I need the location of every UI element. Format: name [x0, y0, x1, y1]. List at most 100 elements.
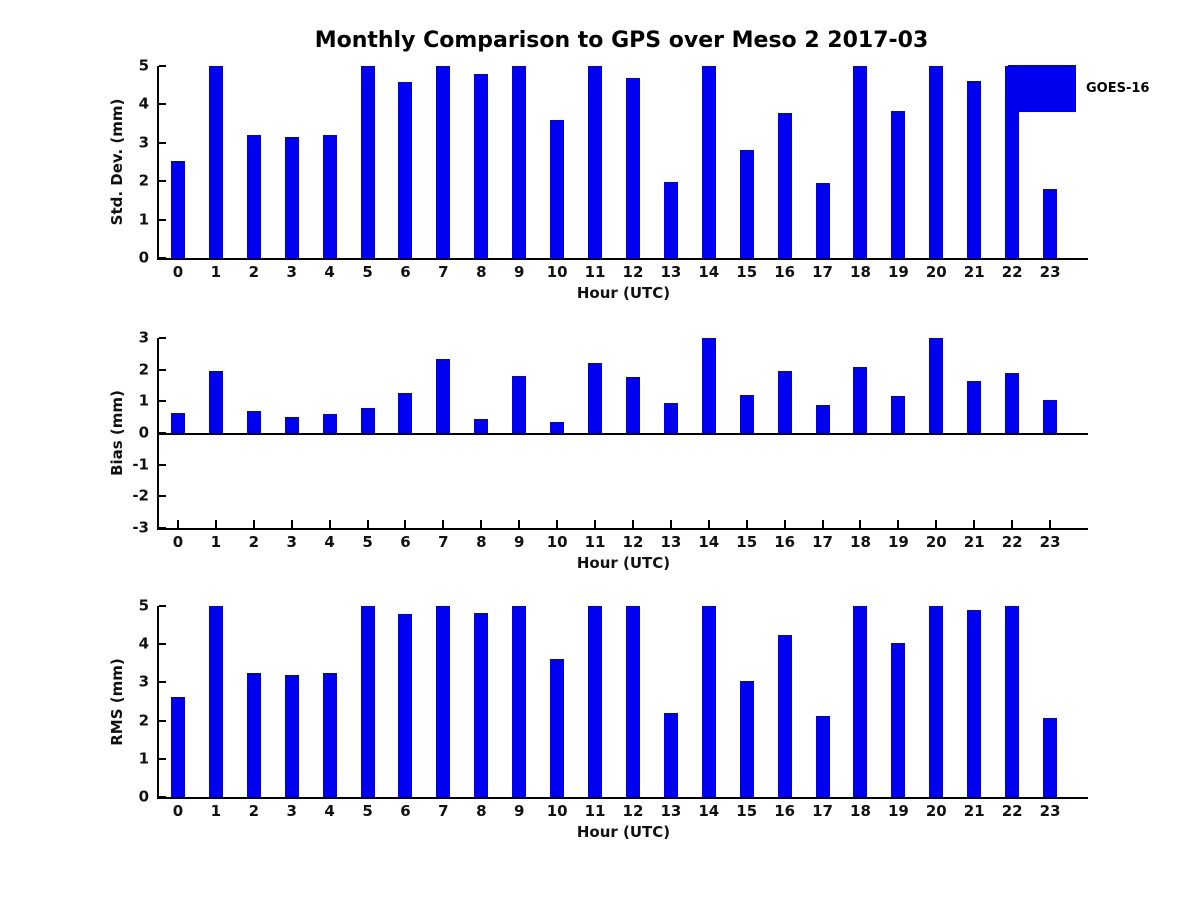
x-tick-label: 23	[1039, 533, 1061, 551]
x-tick-label: 16	[774, 533, 796, 551]
bar-hour-19	[891, 643, 906, 797]
x-tick	[366, 520, 369, 528]
x-tick-label: 15	[736, 802, 758, 820]
y-tick-label: -3	[132, 518, 149, 537]
x-tick-label: 17	[812, 263, 833, 281]
bar-hour-18	[853, 66, 868, 258]
x-tick-label: 11	[584, 802, 606, 820]
y-tick	[159, 400, 166, 403]
bar-hour-14	[701, 606, 716, 797]
x-tick	[290, 520, 293, 528]
bar-hour-15	[739, 150, 754, 258]
x-tick-label: 12	[622, 263, 644, 281]
y-tick	[159, 218, 166, 221]
x-tick-label: 9	[514, 533, 525, 551]
x-tick	[328, 520, 331, 528]
x-tick-label: 5	[362, 533, 373, 551]
bar-hour-4	[322, 414, 337, 433]
x-tick-label: 20	[925, 802, 947, 820]
bar-hour-3	[284, 137, 299, 258]
bar-hour-16	[777, 635, 792, 797]
x-tick-label: 11	[584, 263, 606, 281]
x-tick-label: 0	[172, 263, 184, 281]
bar-hour-22	[1005, 606, 1020, 797]
x-tick-label: 2	[248, 533, 259, 551]
bar-hour-19	[891, 110, 906, 258]
x-tick-label: 5	[362, 802, 373, 820]
x-tick-label: 9	[514, 802, 525, 820]
x-tick-label: 11	[584, 533, 606, 551]
bar-hour-19	[891, 395, 906, 433]
x-tick-label: 4	[324, 263, 335, 281]
y-tick-label: 0	[138, 423, 149, 442]
y-tick-label: 1	[138, 749, 149, 768]
bar-hour-23	[1043, 400, 1058, 433]
x-tick	[631, 520, 634, 528]
x-tick-label: 19	[887, 263, 909, 281]
x-axis-label: Hour (UTC)	[576, 284, 671, 302]
bar-hour-8	[474, 74, 489, 258]
bar-hour-20	[929, 338, 944, 433]
x-tick-label: 8	[476, 263, 487, 281]
y-tick-label: 2	[138, 711, 149, 730]
y-tick-label: 3	[138, 328, 149, 347]
x-tick	[518, 520, 521, 528]
y-tick	[159, 495, 166, 498]
x-tick	[669, 520, 672, 528]
x-tick-label: 17	[812, 533, 833, 551]
y-tick-label: 3	[138, 133, 149, 152]
x-tick	[973, 520, 976, 528]
x-tick-label: 12	[622, 802, 644, 820]
y-tick	[159, 463, 166, 466]
bar-hour-9	[512, 66, 527, 258]
x-tick	[1049, 520, 1052, 528]
x-tick-label: 8	[476, 533, 487, 551]
x-tick-label: 23	[1039, 802, 1061, 820]
bar-hour-11	[588, 363, 603, 433]
y-tick-label: 3	[138, 672, 149, 691]
bar-hour-17	[815, 405, 830, 433]
bar-hour-0	[170, 696, 185, 797]
x-tick	[821, 520, 824, 528]
x-tick-label: 2	[248, 802, 259, 820]
x-tick	[1011, 520, 1014, 528]
x-tick	[214, 520, 217, 528]
y-tick-label: 2	[138, 171, 149, 190]
y-tick-label: 4	[138, 94, 149, 113]
x-tick-label: 20	[925, 263, 947, 281]
x-tick-label: 18	[850, 263, 871, 281]
bar-hour-15	[739, 395, 754, 433]
x-tick-label: 1	[210, 533, 222, 551]
bar-hour-10	[550, 119, 565, 258]
x-tick	[252, 520, 255, 528]
x-tick-label: 8	[476, 802, 487, 820]
y-tick	[159, 605, 166, 607]
bar-hour-16	[777, 370, 792, 433]
y-tick	[159, 368, 166, 371]
x-tick	[442, 520, 445, 528]
bar-hour-22	[1005, 66, 1020, 258]
zero-baseline	[159, 433, 1088, 435]
bar-hour-7	[436, 358, 451, 433]
bar-hour-20	[929, 606, 944, 797]
bar-hour-16	[777, 112, 792, 258]
x-axis-label: Hour (UTC)	[576, 554, 671, 572]
x-tick-label: 10	[546, 533, 568, 551]
x-tick	[404, 520, 407, 528]
x-tick	[859, 520, 862, 528]
figure-title: Monthly Comparison to GPS over Meso 2 20…	[314, 28, 929, 53]
x-tick	[707, 520, 710, 528]
bar-hour-14	[701, 338, 716, 433]
bar-hour-10	[550, 658, 565, 797]
legend-swatch	[1008, 65, 1076, 112]
x-tick-label: 4	[324, 533, 335, 551]
x-tick-label: 9	[514, 263, 525, 281]
x-tick-label: 21	[963, 263, 985, 281]
bar-hour-12	[625, 377, 640, 433]
y-tick-label: -1	[132, 455, 149, 474]
x-tick-label: 14	[698, 533, 720, 551]
bar-hour-7	[436, 606, 451, 797]
x-tick-label: 6	[400, 263, 411, 281]
x-tick-label: 17	[812, 802, 833, 820]
